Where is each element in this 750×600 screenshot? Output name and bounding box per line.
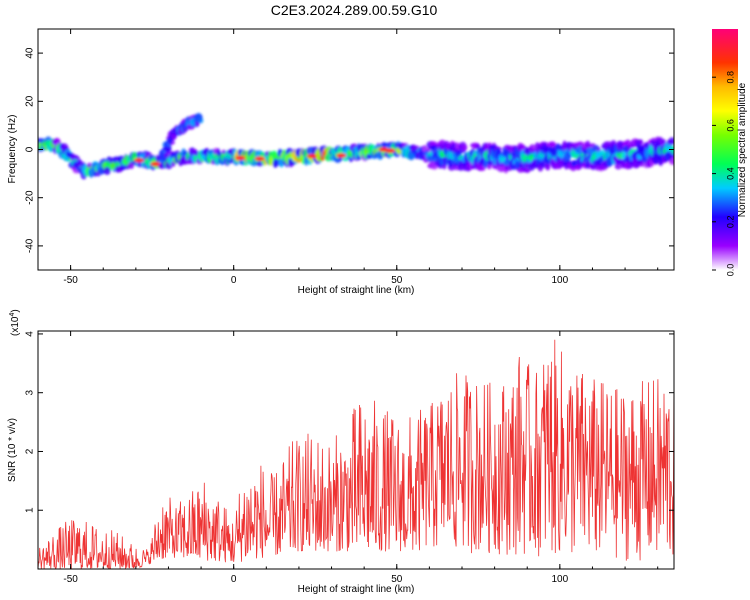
top-y-tick-label: 20 <box>25 95 36 107</box>
top-x-tick-label: -50 <box>63 275 78 286</box>
spectrogram-cell <box>520 144 525 151</box>
bottom-y-tick-label: 1 <box>25 507 36 513</box>
spectrogram-hotspot <box>378 147 389 152</box>
spectrogram-hotspot <box>150 161 161 167</box>
bottom-y-tick-label: 2 <box>25 448 36 454</box>
bottom-x-tick-label: 50 <box>391 574 403 585</box>
colorbar <box>712 29 738 270</box>
bottom-y-axis: 1 2 3 4 <box>25 331 674 513</box>
spectrogram-cell <box>461 144 468 152</box>
spectrogram-hotspot <box>336 153 347 158</box>
bottom-y-scale-label: (x104) <box>9 309 21 336</box>
spectrogram-hotspot <box>307 154 317 159</box>
bottom-y-tick-label: 3 <box>25 389 36 395</box>
figure-title: C2E3.2024.289.00.59.G10 <box>271 2 438 18</box>
spectrogram-cell <box>429 141 438 147</box>
spectrogram-cell <box>638 139 643 146</box>
top-x-tick-label: 0 <box>231 275 237 286</box>
top-y-tick-label: 0 <box>25 146 36 152</box>
spectrogram-cell <box>476 143 480 150</box>
spectrogram-hotspot <box>235 155 246 161</box>
spectrogram-cell <box>103 166 111 175</box>
bottom-x-axis-label: Height of straight line (km) <box>298 584 415 595</box>
spectrogram-cell <box>577 163 583 170</box>
snr-series-line <box>38 339 674 569</box>
bottom-x-tick-label: -50 <box>63 574 78 585</box>
spectrogram-panel: -50 0 50 100 -40 -20 0 20 40 Height of straight… <box>7 28 748 296</box>
colorbar-tick-label: 0.0 <box>725 264 735 277</box>
colorbar-tick-label: 0.4 <box>725 167 735 180</box>
spectrogram-cell <box>194 112 203 123</box>
spectrogram-cell <box>421 145 428 152</box>
top-y-tick-label: -20 <box>25 190 36 205</box>
spectrogram-cells <box>38 112 674 180</box>
colorbar-tick-label: 0.2 <box>725 216 735 229</box>
spectrogram-cell <box>670 145 674 155</box>
spectrogram-cell <box>159 161 165 169</box>
top-y-axis: -40 -20 0 20 40 <box>25 47 674 253</box>
top-x-tick-label: 100 <box>552 275 569 286</box>
snr-panel: -50 0 50 100 1 2 3 4 Height of straight line (… <box>7 309 675 595</box>
spectrogram-hotspot <box>254 156 265 161</box>
spectrogram-cell <box>667 140 674 145</box>
spectrogram-cell <box>658 139 666 145</box>
bottom-x-tick-label: 0 <box>231 574 237 585</box>
spectrogram-hotspot <box>134 158 145 163</box>
bottom-y-axis-label: SNR (10 * v/v) <box>7 418 18 482</box>
bottom-x-tick-label: 100 <box>552 574 569 585</box>
top-x-axis: -50 0 50 100 <box>37 29 659 286</box>
spectrogram-cell <box>478 165 486 171</box>
top-x-axis-label: Height of straight line (km) <box>298 285 415 296</box>
spectrogram-cell <box>221 149 227 155</box>
top-y-tick-label: -40 <box>25 238 36 253</box>
colorbar-tick-label: 0.6 <box>725 119 735 132</box>
spectrogram-cell <box>670 156 674 165</box>
colorbar-tick-label: 0.8 <box>725 71 735 84</box>
spectrogram-cell <box>487 164 492 170</box>
top-y-axis-label: Frequency (Hz) <box>7 115 18 184</box>
snr-frame <box>37 330 675 570</box>
colorbar-label: Normalized spectral amplitude <box>737 82 748 217</box>
colorbar-ticks: 0.0 0.2 0.4 0.6 0.8 <box>712 71 735 276</box>
bottom-x-axis: -50 0 50 100 <box>37 331 659 585</box>
spectrogram-cell <box>366 153 372 159</box>
bottom-y-tick-label: 4 <box>25 331 36 337</box>
top-y-tick-label: 40 <box>25 47 36 59</box>
spectrogram-cell <box>164 151 168 158</box>
top-x-tick-label: 50 <box>391 275 403 286</box>
